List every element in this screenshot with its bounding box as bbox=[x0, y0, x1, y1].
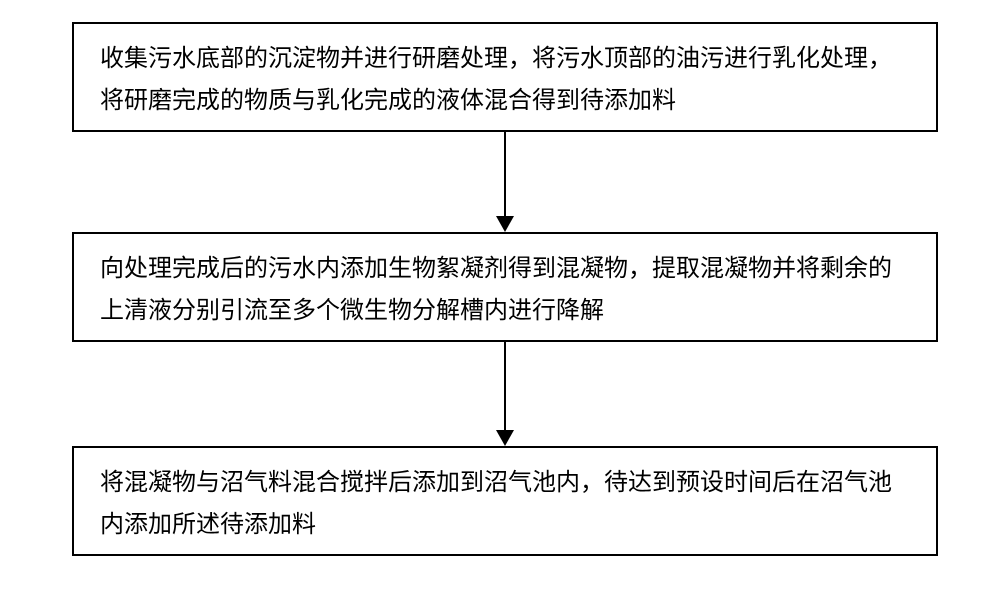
flowchart-step-2: 向处理完成后的污水内添加生物絮凝剂得到混凝物，提取混凝物并将剩余的上清液分别引流… bbox=[72, 232, 938, 342]
arrow-1-head-icon bbox=[496, 216, 514, 232]
flowchart-step-2-text: 向处理完成后的污水内添加生物絮凝剂得到混凝物，提取混凝物并将剩余的上清液分别引流… bbox=[100, 256, 892, 324]
arrow-2-shaft bbox=[504, 342, 506, 430]
flowchart-step-3: 将混凝物与沼气料混合搅拌后添加到沼气池内，待达到预设时间后在沼气池内添加所述待添… bbox=[72, 446, 938, 556]
flowchart-step-1: 收集污水底部的沉淀物并进行研磨处理，将污水顶部的油污进行乳化处理，将研磨完成的物… bbox=[72, 22, 938, 132]
arrow-1-shaft bbox=[504, 132, 506, 216]
flowchart-step-1-text: 收集污水底部的沉淀物并进行研磨处理，将污水顶部的油污进行乳化处理，将研磨完成的物… bbox=[100, 46, 892, 114]
flowchart-step-3-text: 将混凝物与沼气料混合搅拌后添加到沼气池内，待达到预设时间后在沼气池内添加所述待添… bbox=[100, 470, 892, 538]
arrow-2-head-icon bbox=[496, 430, 514, 446]
flowchart-canvas: 收集污水底部的沉淀物并进行研磨处理，将污水顶部的油污进行乳化处理，将研磨完成的物… bbox=[0, 0, 1000, 600]
